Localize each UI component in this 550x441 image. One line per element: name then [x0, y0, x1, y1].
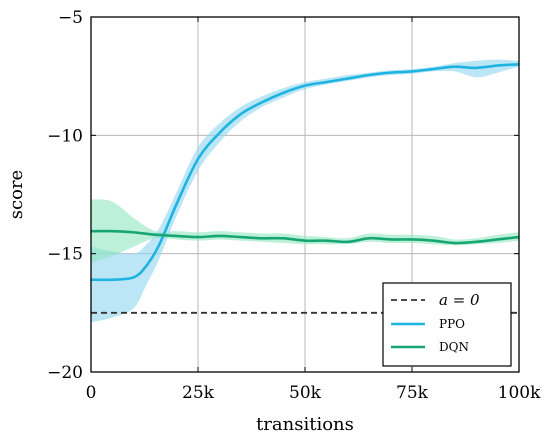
legend-label-ppo: PPO	[439, 317, 465, 331]
dqn-line	[91, 229, 519, 245]
confidence-bands	[91, 59, 519, 323]
x-tick-label: 25k	[182, 383, 215, 403]
ppo-line	[91, 63, 519, 282]
y-tick-label: −10	[47, 126, 83, 146]
legend-label-dqn: DQN	[439, 340, 469, 354]
y-tick-label: −20	[47, 363, 83, 383]
y-axis-label: score	[6, 170, 27, 219]
series-lines	[91, 63, 519, 314]
dqn-confidence-band	[91, 199, 519, 264]
x-tick-label: 50k	[289, 383, 322, 403]
x-tick-label: 0	[86, 383, 97, 403]
y-tick-label: −5	[58, 8, 83, 28]
x-tick-label: 75k	[396, 383, 429, 403]
legend-label-baseline: a = 0	[439, 291, 480, 309]
y-tick-label: −15	[47, 245, 83, 265]
x-axis-label: transitions	[256, 414, 354, 435]
ppo-confidence-band	[91, 59, 519, 323]
axis-ticks: 0 25k 50k 75k 100k −5 −10 −15 −20	[47, 8, 541, 403]
legend: a = 0 PPO DQN	[382, 282, 512, 367]
x-tick-label: 100k	[498, 383, 541, 403]
